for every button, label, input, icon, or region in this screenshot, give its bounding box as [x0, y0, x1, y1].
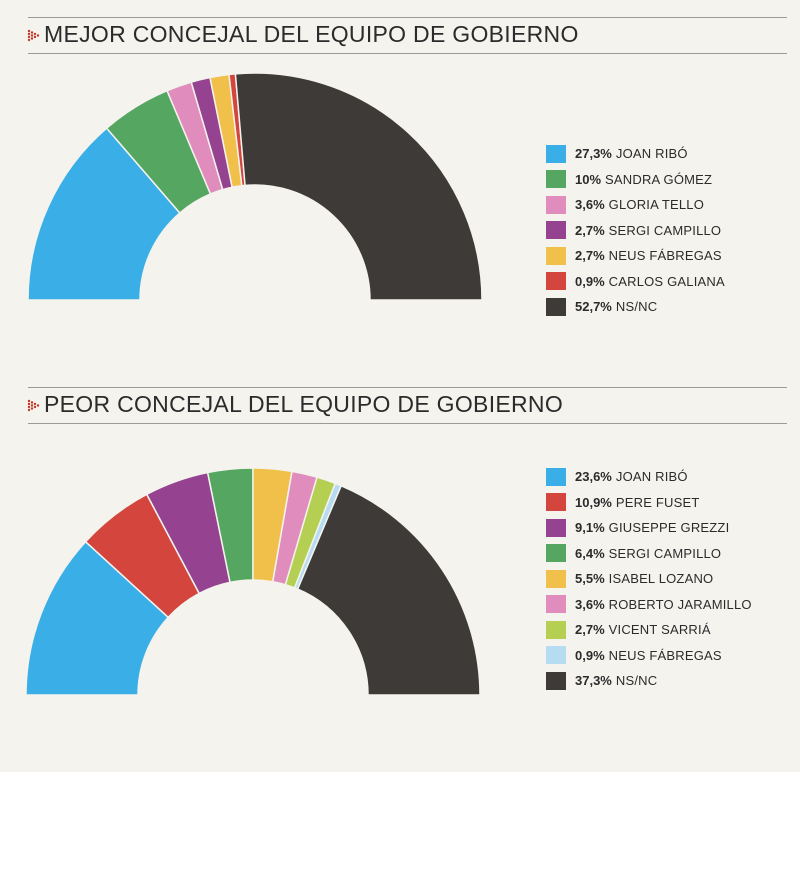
legend-label: PERE FUSET — [615, 494, 700, 510]
legend-percentage: 0,9% — [575, 273, 605, 289]
legend-percentage: 2,7% — [575, 622, 605, 638]
legend-item-isabel-lozano: 5,5% ISABEL LOZANO — [546, 566, 752, 592]
legend-swatch — [546, 246, 566, 265]
legend-item-sandra-gomez: 10% SANDRA GÓMEZ — [546, 167, 725, 193]
slice-ns-nc — [234, 72, 483, 301]
legend-percentage: 9,1% — [575, 520, 605, 536]
legend-swatch — [546, 595, 566, 614]
legend-swatch — [546, 221, 566, 240]
legend-item-gloria-tello: 3,6% GLORIA TELLO — [546, 192, 725, 218]
legend-swatch — [546, 493, 566, 512]
legend-percentage: 27,3% — [575, 146, 612, 162]
legend-percentage: 3,6% — [575, 596, 605, 612]
legend-swatch — [546, 646, 566, 665]
legend-item-carlos-galiana: 0,9% CARLOS GALIANA — [546, 269, 725, 295]
legend-item-neus-fabregas: 0,9% NEUS FÁBREGAS — [546, 643, 752, 669]
legend-percentage: 52,7% — [575, 299, 612, 315]
legend-percentage: 3,6% — [575, 197, 605, 213]
legend-item-ns-nc: 37,3% NS/NC — [546, 668, 752, 694]
legend-label: SERGI CAMPILLO — [608, 222, 722, 238]
worst-councillor-section: PEOR CONCEJAL DEL EQUIPO DE GOBIERNO 23,… — [0, 370, 800, 740]
arrow-icon — [27, 399, 40, 412]
legend-item-sergi-campillo: 6,4% SERGI CAMPILLO — [546, 541, 752, 567]
legend-label: NS/NC — [615, 299, 658, 315]
best-councillor-section: MEJOR CONCEJAL DEL EQUIPO DE GOBIERNO 27… — [0, 0, 800, 370]
legend-percentage: 5,5% — [575, 571, 605, 587]
legend-item-vicent-sarria: 2,7% VICENT SARRIÁ — [546, 617, 752, 643]
legend-item-joan-ribo: 23,6% JOAN RIBÓ — [546, 464, 752, 490]
legend-swatch — [546, 569, 566, 588]
chart-legend: 23,6% JOAN RIBÓ 10,9% PERE FUSET 9,1% GIUSEPP… — [546, 464, 752, 694]
slice-ns-nc — [296, 485, 481, 696]
legend-swatch — [546, 544, 566, 563]
legend-item-neus-fabregas: 2,7% NEUS FÁBREGAS — [546, 243, 725, 269]
legend-label: ISABEL LOZANO — [608, 571, 714, 587]
legend-swatch — [546, 620, 566, 639]
legend-label: NEUS FÁBREGAS — [608, 647, 722, 663]
legend-percentage: 0,9% — [575, 647, 605, 663]
chart-title: PEOR CONCEJAL DEL EQUIPO DE GOBIERNO — [44, 391, 564, 417]
donut-chart — [27, 72, 483, 301]
legend-item-sergi-campillo: 2,7% SERGI CAMPILLO — [546, 218, 725, 244]
legend-swatch — [546, 144, 566, 163]
legend-label: VICENT SARRIÁ — [608, 622, 711, 638]
arrow-icon — [27, 29, 40, 42]
legend-item-pere-fuset: 10,9% PERE FUSET — [546, 490, 752, 516]
legend-swatch — [546, 170, 566, 189]
legend-swatch — [546, 518, 566, 537]
legend-label: NEUS FÁBREGAS — [608, 248, 722, 264]
legend-percentage: 23,6% — [575, 469, 612, 485]
section-top-rule — [28, 17, 787, 18]
section-top-rule — [28, 387, 787, 388]
legend-item-ns-nc: 52,7% NS/NC — [546, 294, 725, 320]
legend-percentage: 10% — [575, 171, 602, 187]
legend-swatch — [546, 297, 566, 316]
section-bottom-rule — [28, 423, 787, 424]
legend-label: GIUSEPPE GREZZI — [608, 520, 730, 536]
legend-percentage: 2,7% — [575, 222, 605, 238]
legend-item-joan-ribo: 27,3% JOAN RIBÓ — [546, 141, 725, 167]
legend-swatch — [546, 272, 566, 291]
chart-title: MEJOR CONCEJAL DEL EQUIPO DE GOBIERNO — [44, 21, 579, 47]
legend-item-roberto-jaramillo: 3,6% ROBERTO JARAMILLO — [546, 592, 752, 618]
legend-label: ROBERTO JARAMILLO — [608, 596, 752, 612]
legend-percentage: 6,4% — [575, 545, 605, 561]
legend-percentage: 37,3% — [575, 673, 612, 689]
legend-label: SANDRA GÓMEZ — [605, 171, 713, 187]
legend-swatch — [546, 467, 566, 486]
chart-legend: 27,3% JOAN RIBÓ 10% SANDRA GÓMEZ 3,6% GLORIA … — [546, 141, 725, 320]
legend-label: GLORIA TELLO — [608, 197, 705, 213]
legend-percentage: 10,9% — [575, 494, 612, 510]
legend-label: JOAN RIBÓ — [615, 146, 688, 162]
legend-label: CARLOS GALIANA — [608, 273, 725, 289]
legend-swatch — [546, 671, 566, 690]
legend-label: SERGI CAMPILLO — [608, 545, 722, 561]
donut-chart — [25, 467, 481, 696]
legend-swatch — [546, 195, 566, 214]
infographic-panel: MEJOR CONCEJAL DEL EQUIPO DE GOBIERNO 27… — [0, 0, 800, 772]
section-bottom-rule — [28, 53, 787, 54]
legend-label: NS/NC — [615, 673, 658, 689]
legend-item-giuseppe-grezzi: 9,1% GIUSEPPE GREZZI — [546, 515, 752, 541]
legend-label: JOAN RIBÓ — [615, 469, 688, 485]
legend-percentage: 2,7% — [575, 248, 605, 264]
